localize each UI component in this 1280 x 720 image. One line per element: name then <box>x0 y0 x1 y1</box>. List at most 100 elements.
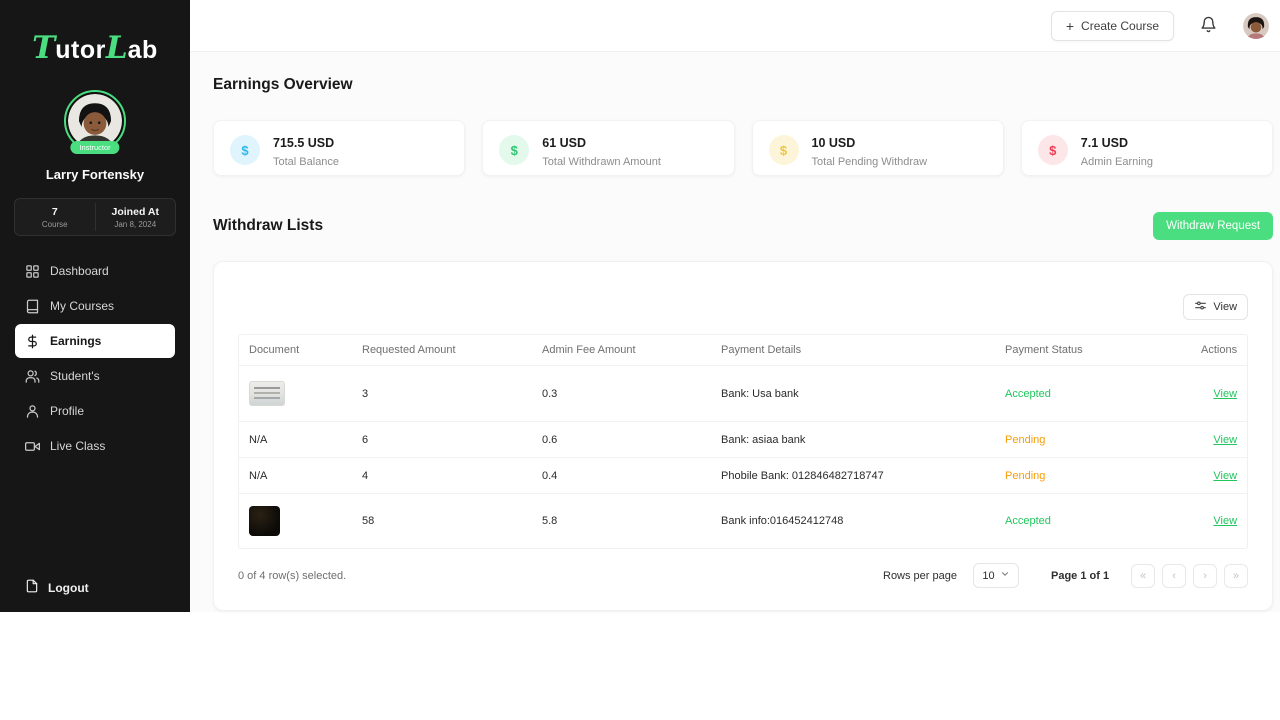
brand-text-2: ab <box>127 36 158 64</box>
plus-icon: + <box>1065 17 1075 34</box>
admin-fee-cell: 0.3 <box>542 387 558 400</box>
requested-amount-cell: 4 <box>362 469 369 482</box>
document-cell: N/A <box>249 469 268 482</box>
joined-at-value: Jan 8, 2024 <box>114 219 157 229</box>
notifications-button[interactable] <box>1200 16 1217 36</box>
column-header-actions: Actions <box>1201 344 1238 356</box>
admin-fee-cell: 5.8 <box>542 515 558 527</box>
user-avatar-illustration <box>1243 12 1270 39</box>
column-header-payment-status: Payment Status <box>1005 344 1083 356</box>
view-columns-button[interactable]: View <box>1183 294 1249 320</box>
content: Earnings Overview $ 715.5 USD Total Bala… <box>190 52 1280 612</box>
column-header-admin-fee: Admin Fee Amount <box>542 344 636 356</box>
dashboard-icon <box>25 264 40 279</box>
main-area: + Create Course Earnings Overview <box>190 0 1280 612</box>
card-label: Total Balance <box>273 156 340 168</box>
course-count-stat: 7 Course <box>15 199 95 235</box>
sidebar-item-students[interactable]: Student's <box>15 359 175 393</box>
user-stats-box: 7 Course Joined At Jan 8, 2024 <box>14 198 176 236</box>
sliders-icon <box>1194 299 1207 315</box>
logout-button[interactable]: Logout <box>0 579 89 596</box>
first-page-button[interactable]: « <box>1131 563 1156 588</box>
view-action-link[interactable]: View <box>1213 387 1238 400</box>
user-icon <box>25 404 40 419</box>
total-balance-card: $ 715.5 USD Total Balance <box>213 120 466 176</box>
dollar-icon: $ <box>768 135 799 165</box>
payment-details-cell: Bank: asiaa bank <box>721 433 806 446</box>
sidebar-item-my-courses[interactable]: My Courses <box>15 289 175 323</box>
rows-per-page-select[interactable]: 10 <box>973 563 1019 588</box>
instructor-avatar-wrap: Instructor <box>64 90 126 154</box>
table-row: 3 0.3 Bank: Usa bank Accepted View <box>239 366 1248 422</box>
chevron-down-icon <box>1000 569 1010 582</box>
table-row: 58 5.8 Bank info:016452412748 Accepted V… <box>239 494 1247 548</box>
instructor-role-badge: Instructor <box>70 141 120 154</box>
table-footer: 0 of 4 row(s) selected. Rows per page 10… <box>238 563 1249 588</box>
page-info: Page 1 of 1 <box>1051 569 1110 582</box>
withdraw-request-button[interactable]: Withdraw Request <box>1153 212 1274 240</box>
sidebar-item-label: Earnings <box>50 334 102 348</box>
card-label: Admin Earning <box>1080 156 1153 168</box>
user-name: Larry Fortensky <box>45 167 145 182</box>
card-value: 61 USD <box>542 136 587 150</box>
pagination: « ‹ › » <box>1131 563 1249 588</box>
admin-fee-cell: 0.6 <box>542 433 558 446</box>
instructor-avatar <box>64 90 126 152</box>
card-label: Total Pending Withdraw <box>811 156 928 168</box>
column-header-payment-details: Payment Details <box>721 344 802 356</box>
next-page-button[interactable]: › <box>1193 563 1218 588</box>
requested-amount-cell: 3 <box>362 387 369 400</box>
view-action-link[interactable]: View <box>1213 469 1238 482</box>
sidebar-item-live-class[interactable]: Live Class <box>15 429 175 463</box>
users-icon <box>25 369 40 384</box>
card-value: 715.5 USD <box>273 136 335 150</box>
table-row: N/A 6 0.6 Bank: asiaa bank Pending View <box>239 422 1248 458</box>
payment-status-cell: Accepted <box>1005 387 1051 400</box>
table-toolbar: View <box>238 294 1249 320</box>
payment-details-cell: Bank: Usa bank <box>721 387 799 400</box>
dollar-icon: $ <box>230 135 260 165</box>
dollar-icon: $ <box>1037 135 1068 165</box>
column-header-document: Document <box>249 344 300 356</box>
book-icon <box>25 299 40 314</box>
sidebar-item-dashboard[interactable]: Dashboard <box>15 254 175 288</box>
admin-earning-card: $ 7.1 USD Admin Earning <box>1020 120 1274 176</box>
joined-at-label: Joined At <box>111 205 159 218</box>
card-label: Total Withdrawn Amount <box>542 156 661 168</box>
document-cell: N/A <box>249 433 268 446</box>
dollar-icon <box>25 334 40 349</box>
withdraw-lists-title: Withdraw Lists <box>213 217 324 234</box>
rows-per-page-value: 10 <box>982 569 995 582</box>
create-course-label: Create Course <box>1081 18 1160 33</box>
total-pending-card: $ 10 USD Total Pending Withdraw <box>751 120 1004 176</box>
last-page-button[interactable]: » <box>1224 563 1249 588</box>
bell-icon <box>1200 16 1217 36</box>
video-camera-icon <box>25 439 40 454</box>
payment-details-cell: Phobile Bank: 012846482718747 <box>721 469 884 482</box>
sidebar-item-earnings[interactable]: Earnings <box>15 324 175 358</box>
table-row: N/A 4 0.4 Phobile Bank: 012846482718747 … <box>239 458 1248 494</box>
sidebar-item-label: Student's <box>50 369 100 383</box>
user-avatar[interactable] <box>1243 12 1270 39</box>
joined-at-stat: Joined At Jan 8, 2024 <box>96 199 176 235</box>
withdraw-lists-header: Withdraw Lists Withdraw Request <box>213 212 1274 240</box>
sidebar-item-label: My Courses <box>50 299 115 313</box>
requested-amount-cell: 58 <box>362 515 375 527</box>
prev-page-button[interactable]: ‹ <box>1162 563 1187 588</box>
sidebar-item-label: Profile <box>50 404 85 418</box>
selection-status: 0 of 4 row(s) selected. <box>238 569 347 582</box>
course-count-label: Course <box>41 219 68 229</box>
view-button-label: View <box>1213 301 1238 313</box>
create-course-button[interactable]: + Create Course <box>1050 10 1175 41</box>
earnings-cards: $ 715.5 USD Total Balance $ 61 USD Total… <box>213 120 1274 176</box>
withdraw-table-card: View Document Requested Amount Admin Fee… <box>213 261 1274 611</box>
view-action-link[interactable]: View <box>1213 515 1238 527</box>
payment-details-cell: Bank info:016452412748 <box>721 515 844 527</box>
view-action-link[interactable]: View <box>1213 433 1238 446</box>
sidebar-item-profile[interactable]: Profile <box>15 394 175 428</box>
column-header-requested-amount: Requested Amount <box>362 344 456 356</box>
course-count-value: 7 <box>51 205 58 218</box>
avatar-illustration <box>68 94 122 148</box>
